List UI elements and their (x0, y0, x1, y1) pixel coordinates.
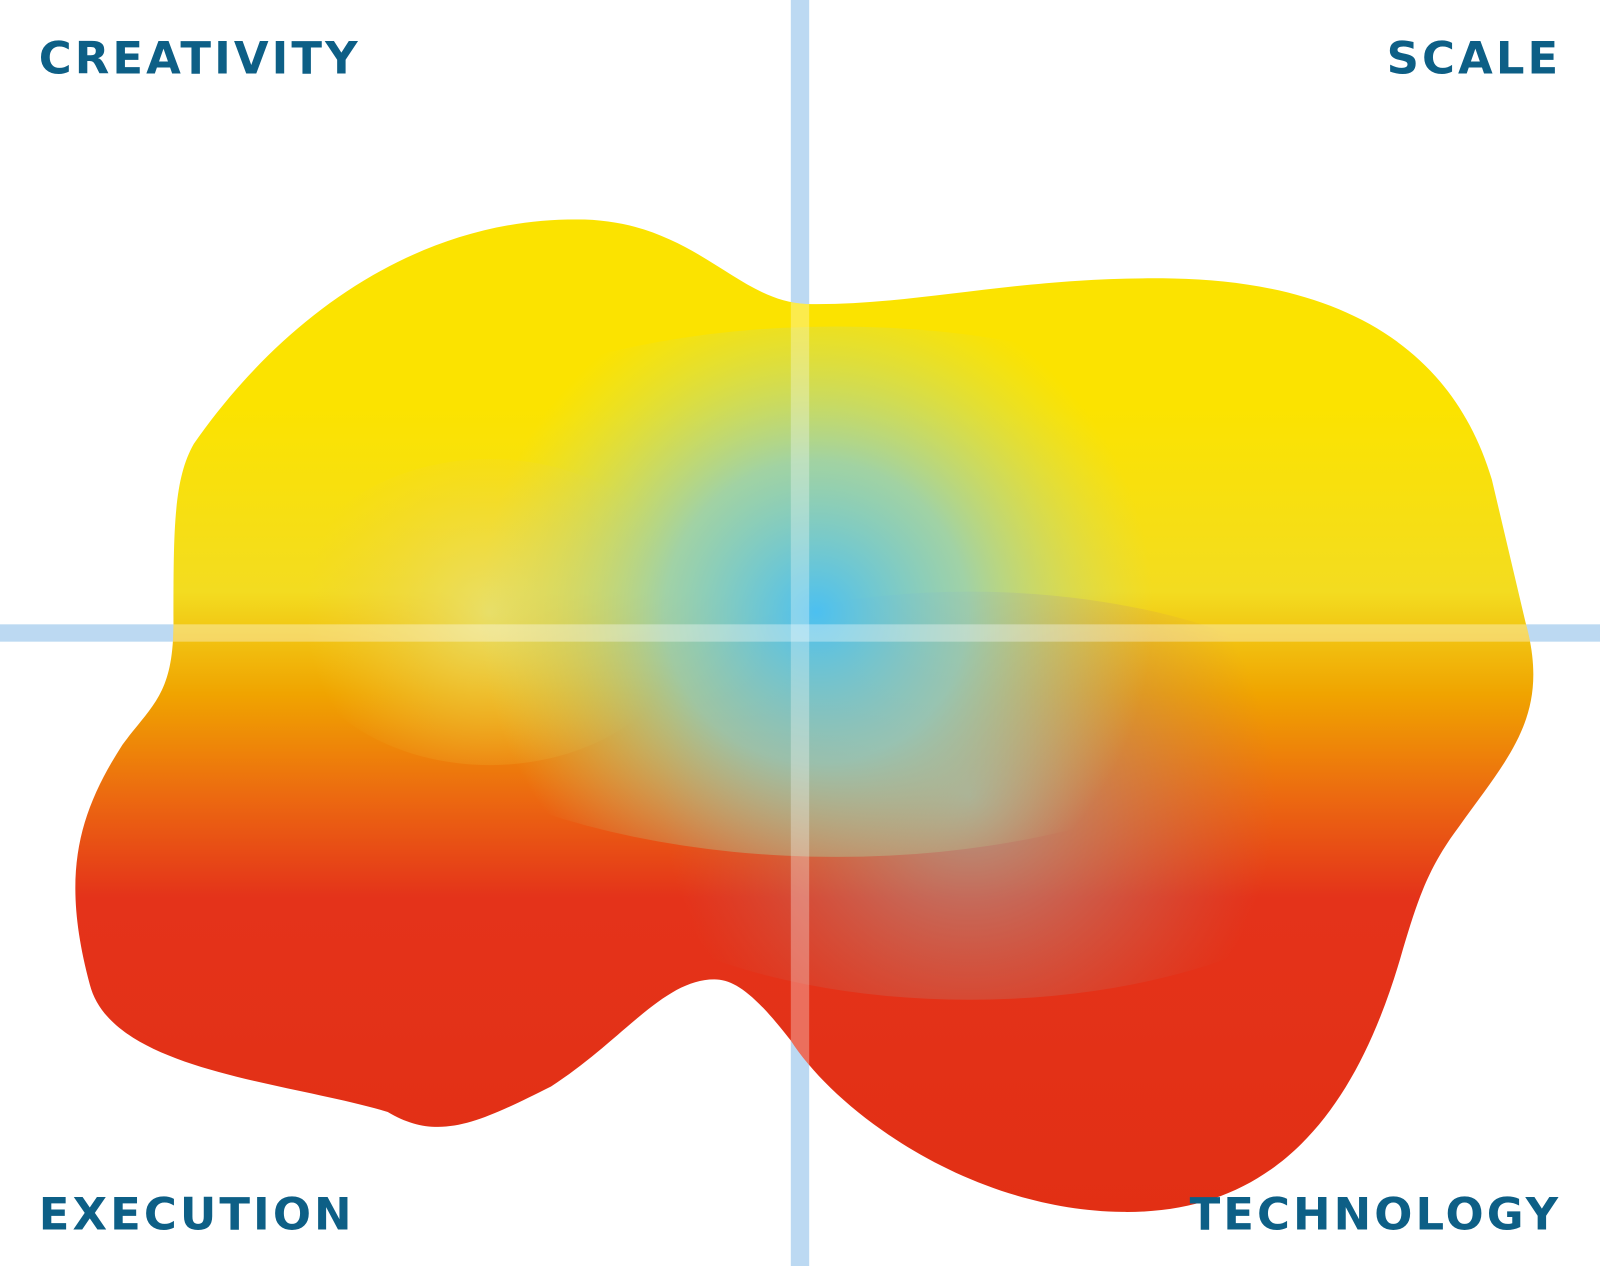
quadrant-label: SCALE (1387, 31, 1562, 84)
horizontal-axis-overlay (75, 624, 1534, 642)
quadrant-label: EXECUTION (39, 1187, 355, 1240)
quadrant-label: TECHNOLOGY (1190, 1187, 1562, 1240)
vertical-axis-overlay (790, 219, 810, 1212)
quadrant-label: CREATIVITY (39, 31, 361, 84)
blob-blue (306, 326, 1368, 857)
